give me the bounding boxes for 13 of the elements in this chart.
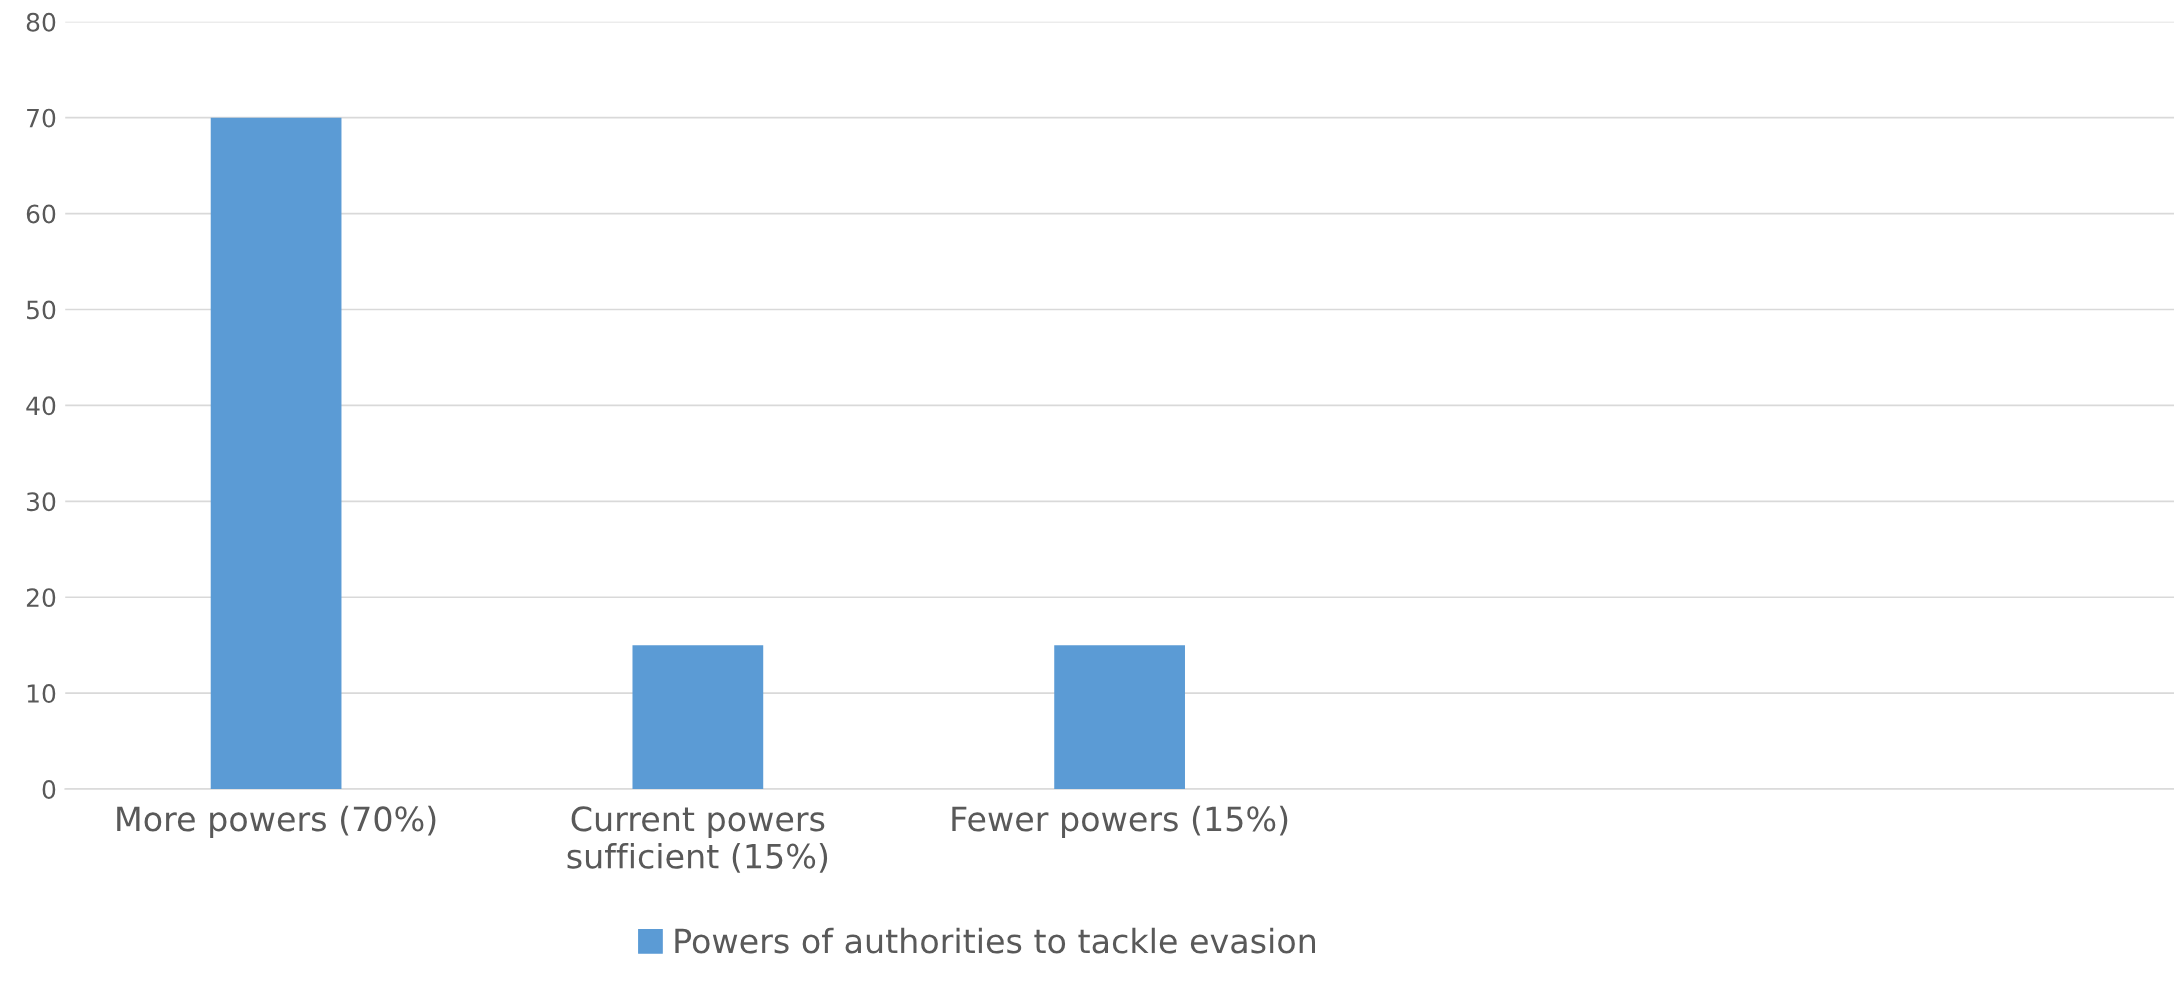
x-tick-label: Fewer powers (15%) [952, 805, 1288, 838]
x-tick-label: Current powers sufficient (15%) [567, 806, 828, 873]
y-tick-label: 50 [27, 300, 56, 320]
y-tick-label: 20 [26, 588, 56, 608]
x-tick-label: More powers (70%) [117, 805, 436, 838]
y-tick-label: 0 [42, 779, 56, 799]
y-tick-label: 60 [26, 204, 56, 224]
legend-label: Powers of authorities to tackle evasion [675, 927, 1315, 954]
y-tick-label: 40 [26, 396, 56, 416]
y-tick-label: 10 [27, 684, 56, 703]
y-tick-label: 30 [26, 492, 56, 512]
y-tick-label: 80 [26, 12, 56, 32]
y-tick-label: 70 [27, 108, 56, 128]
